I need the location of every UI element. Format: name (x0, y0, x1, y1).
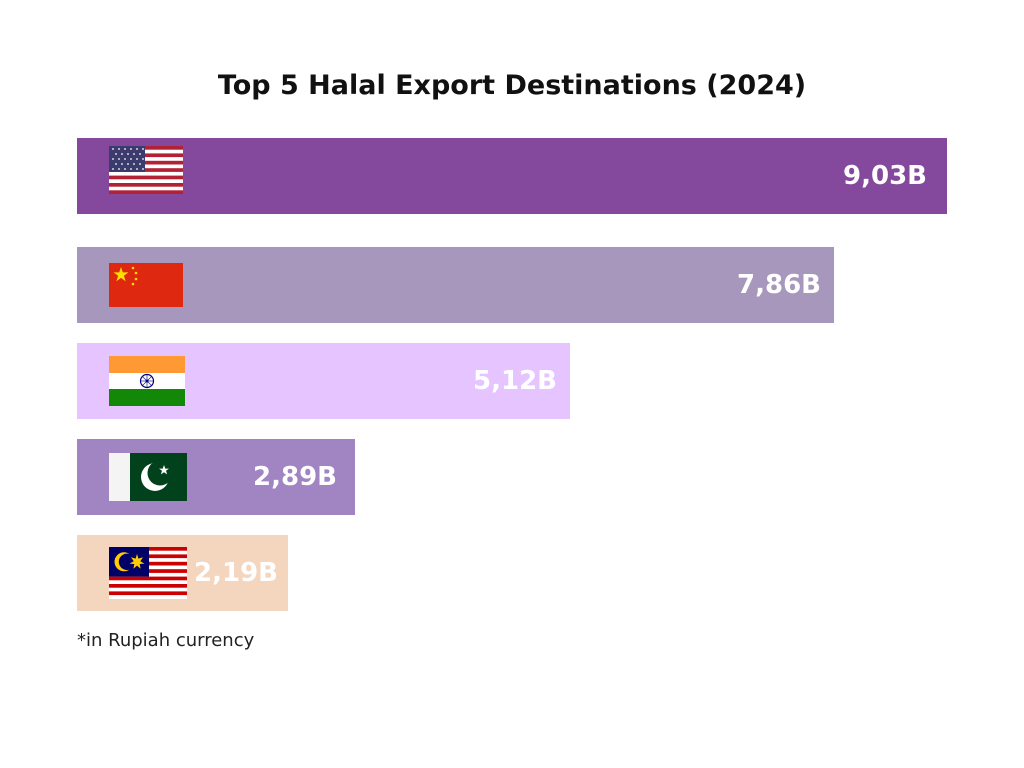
usa-flag-icon (109, 146, 183, 194)
bar-value-label: 5,12B (473, 366, 557, 396)
footnote: *in Rupiah currency (77, 630, 255, 651)
pakistan-flag-icon (109, 453, 187, 501)
malaysia-flag-icon (109, 547, 187, 599)
india-flag-icon (109, 356, 185, 406)
china-flag-icon (109, 263, 183, 307)
chart-title: Top 5 Halal Export Destinations (2024) (217, 70, 807, 101)
bar-value-label: 7,86B (737, 270, 821, 300)
bar-pakistan: 2,89B (77, 439, 355, 515)
bar-usa: 9,03B (77, 138, 947, 214)
bar-china: 7,86B (77, 247, 834, 323)
bar-value-label: 2,89B (253, 462, 337, 492)
bar-india: 5,12B (77, 343, 570, 419)
bar-value-label: 2,19B (194, 558, 278, 588)
bar-value-label: 9,03B (843, 161, 927, 191)
bar-malaysia: 2,19B (77, 535, 288, 611)
